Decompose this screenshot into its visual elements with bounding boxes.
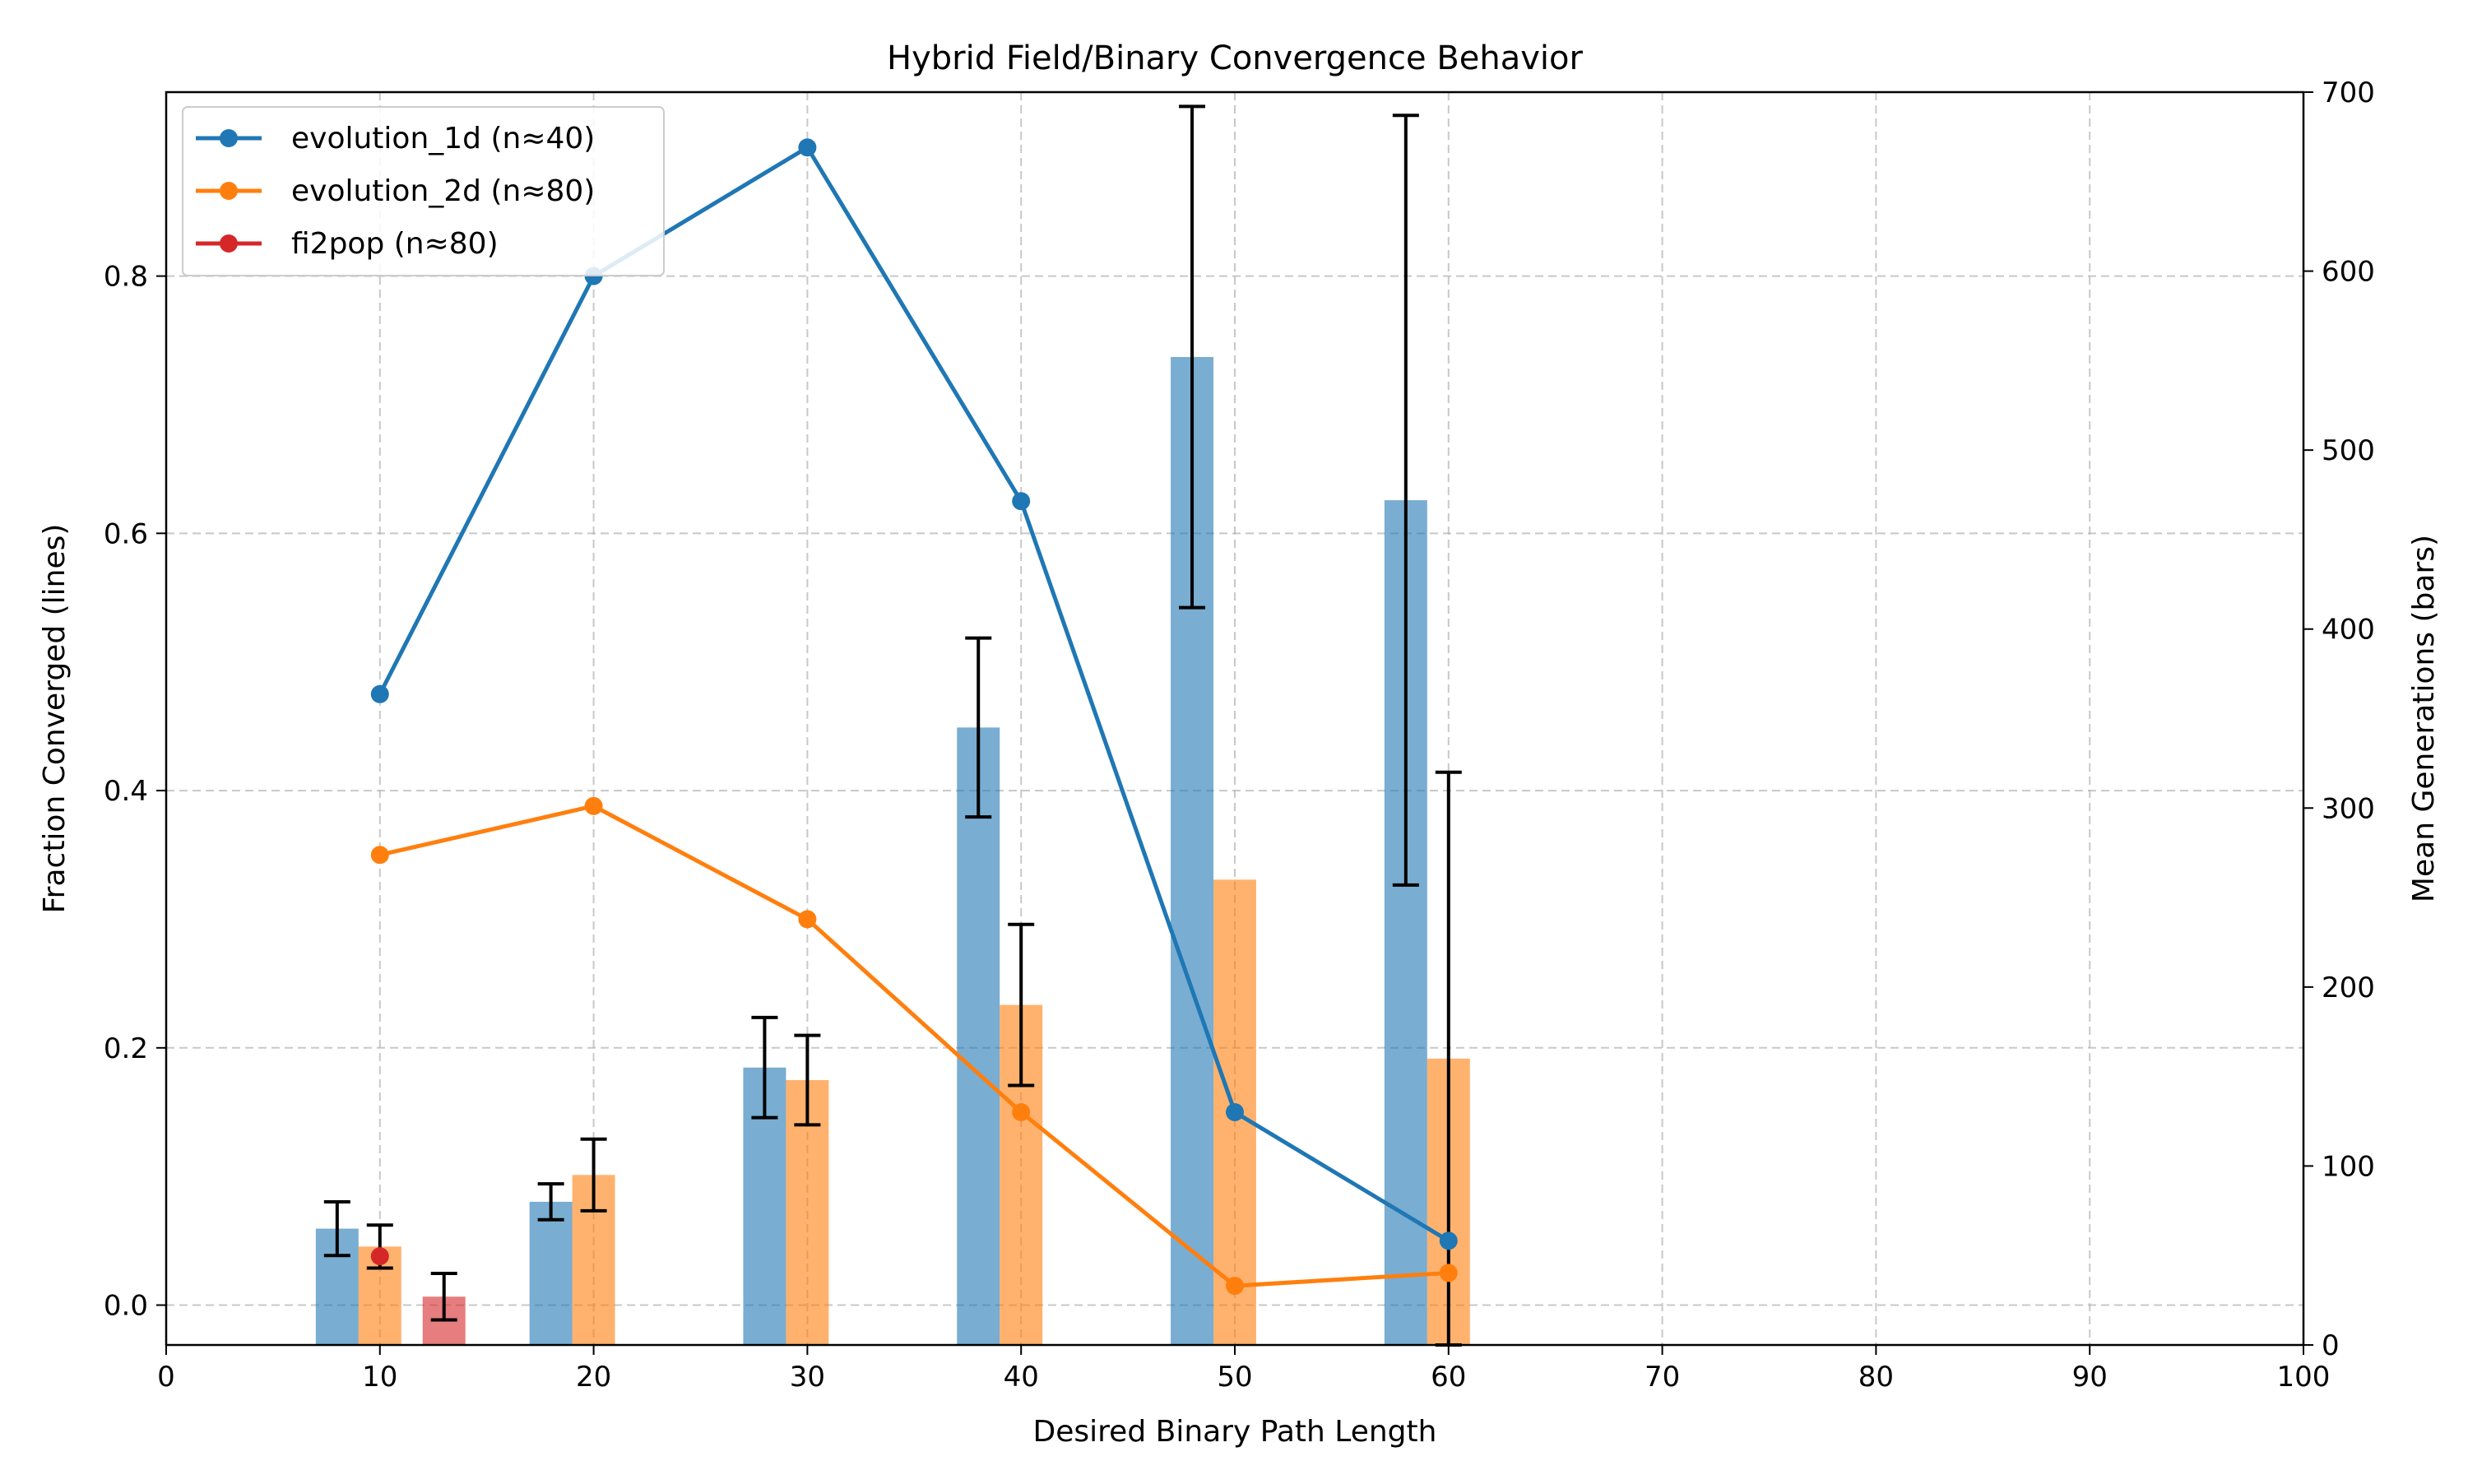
data-point xyxy=(1439,1264,1458,1282)
data-point xyxy=(1012,1102,1031,1121)
data-point xyxy=(370,846,389,865)
legend-marker-fi2pop xyxy=(220,234,238,253)
y-left-tick-label: 0.8 xyxy=(104,261,148,294)
x-tick-label: 60 xyxy=(1431,1361,1466,1394)
bar xyxy=(529,1201,573,1345)
y-axis-left-label: Fraction Converged (lines) xyxy=(38,524,72,914)
y-right-tick-label: 0 xyxy=(2322,1329,2340,1362)
x-tick-label: 100 xyxy=(2277,1361,2331,1394)
data-point xyxy=(1226,1277,1244,1296)
x-tick-label: 0 xyxy=(157,1361,175,1394)
data-point xyxy=(370,684,389,703)
data-point xyxy=(584,796,603,815)
y-axis-right-label: Mean Generations (bars) xyxy=(2407,535,2441,902)
y-right-tick-label: 200 xyxy=(2322,972,2375,1004)
legend-entry-fi2pop: fi2pop (n≈80) xyxy=(291,227,499,261)
y-left-tick-label: 0.4 xyxy=(104,775,148,808)
x-tick-label: 20 xyxy=(576,1361,611,1394)
y-left-tick-label: 0.6 xyxy=(104,517,148,550)
data-point xyxy=(1439,1231,1458,1250)
legend-marker-evolution-1d xyxy=(220,129,238,147)
series-line xyxy=(378,145,1450,1243)
x-tick-label: 70 xyxy=(1645,1361,1680,1394)
y-left-tick-label: 0.2 xyxy=(104,1032,148,1065)
legend-marker-evolution-2d xyxy=(220,182,238,200)
lines-layer xyxy=(370,138,1458,1296)
x-tick-label: 30 xyxy=(790,1361,825,1394)
y-right-tick-label: 400 xyxy=(2322,614,2375,647)
y-right-tick-label: 600 xyxy=(2322,256,2375,289)
y-left-tick-label: 0.0 xyxy=(104,1290,148,1323)
x-tick-label: 50 xyxy=(1217,1361,1252,1394)
y-right-tick-label: 700 xyxy=(2322,77,2375,109)
bar xyxy=(957,727,1000,1345)
legend-entry-evolution-1d: evolution_1d (n≈40) xyxy=(291,122,595,155)
y-right-tick-label: 500 xyxy=(2322,434,2375,467)
data-point xyxy=(1226,1102,1244,1121)
x-tick-label: 80 xyxy=(1858,1361,1894,1394)
y-right-tick-label: 300 xyxy=(2322,792,2375,825)
x-tick-label: 90 xyxy=(2072,1361,2108,1394)
axes-layer: 0 10 20 30 40 50 60 70 80 90 1000.00.20.40.60.8010… xyxy=(104,77,2375,1394)
series-line xyxy=(379,804,1449,1288)
chart-title: Hybrid Field/Binary Convergence Behavior xyxy=(887,39,1583,77)
x-axis-label: Desired Binary Path Length xyxy=(1033,1415,1437,1449)
x-tick-label: 10 xyxy=(362,1361,397,1394)
data-point xyxy=(798,138,817,157)
data-point xyxy=(370,1247,389,1266)
legend-entry-evolution-2d: evolution_2d (n≈80) xyxy=(291,174,595,208)
y-right-tick-label: 100 xyxy=(2322,1150,2375,1183)
data-point xyxy=(798,910,817,929)
legend-box xyxy=(182,106,665,276)
x-tick-label: 40 xyxy=(1004,1361,1039,1394)
data-point xyxy=(1012,492,1031,511)
legend: evolution_1d (n≈40) evolution_2d (n≈80) … xyxy=(182,106,665,276)
